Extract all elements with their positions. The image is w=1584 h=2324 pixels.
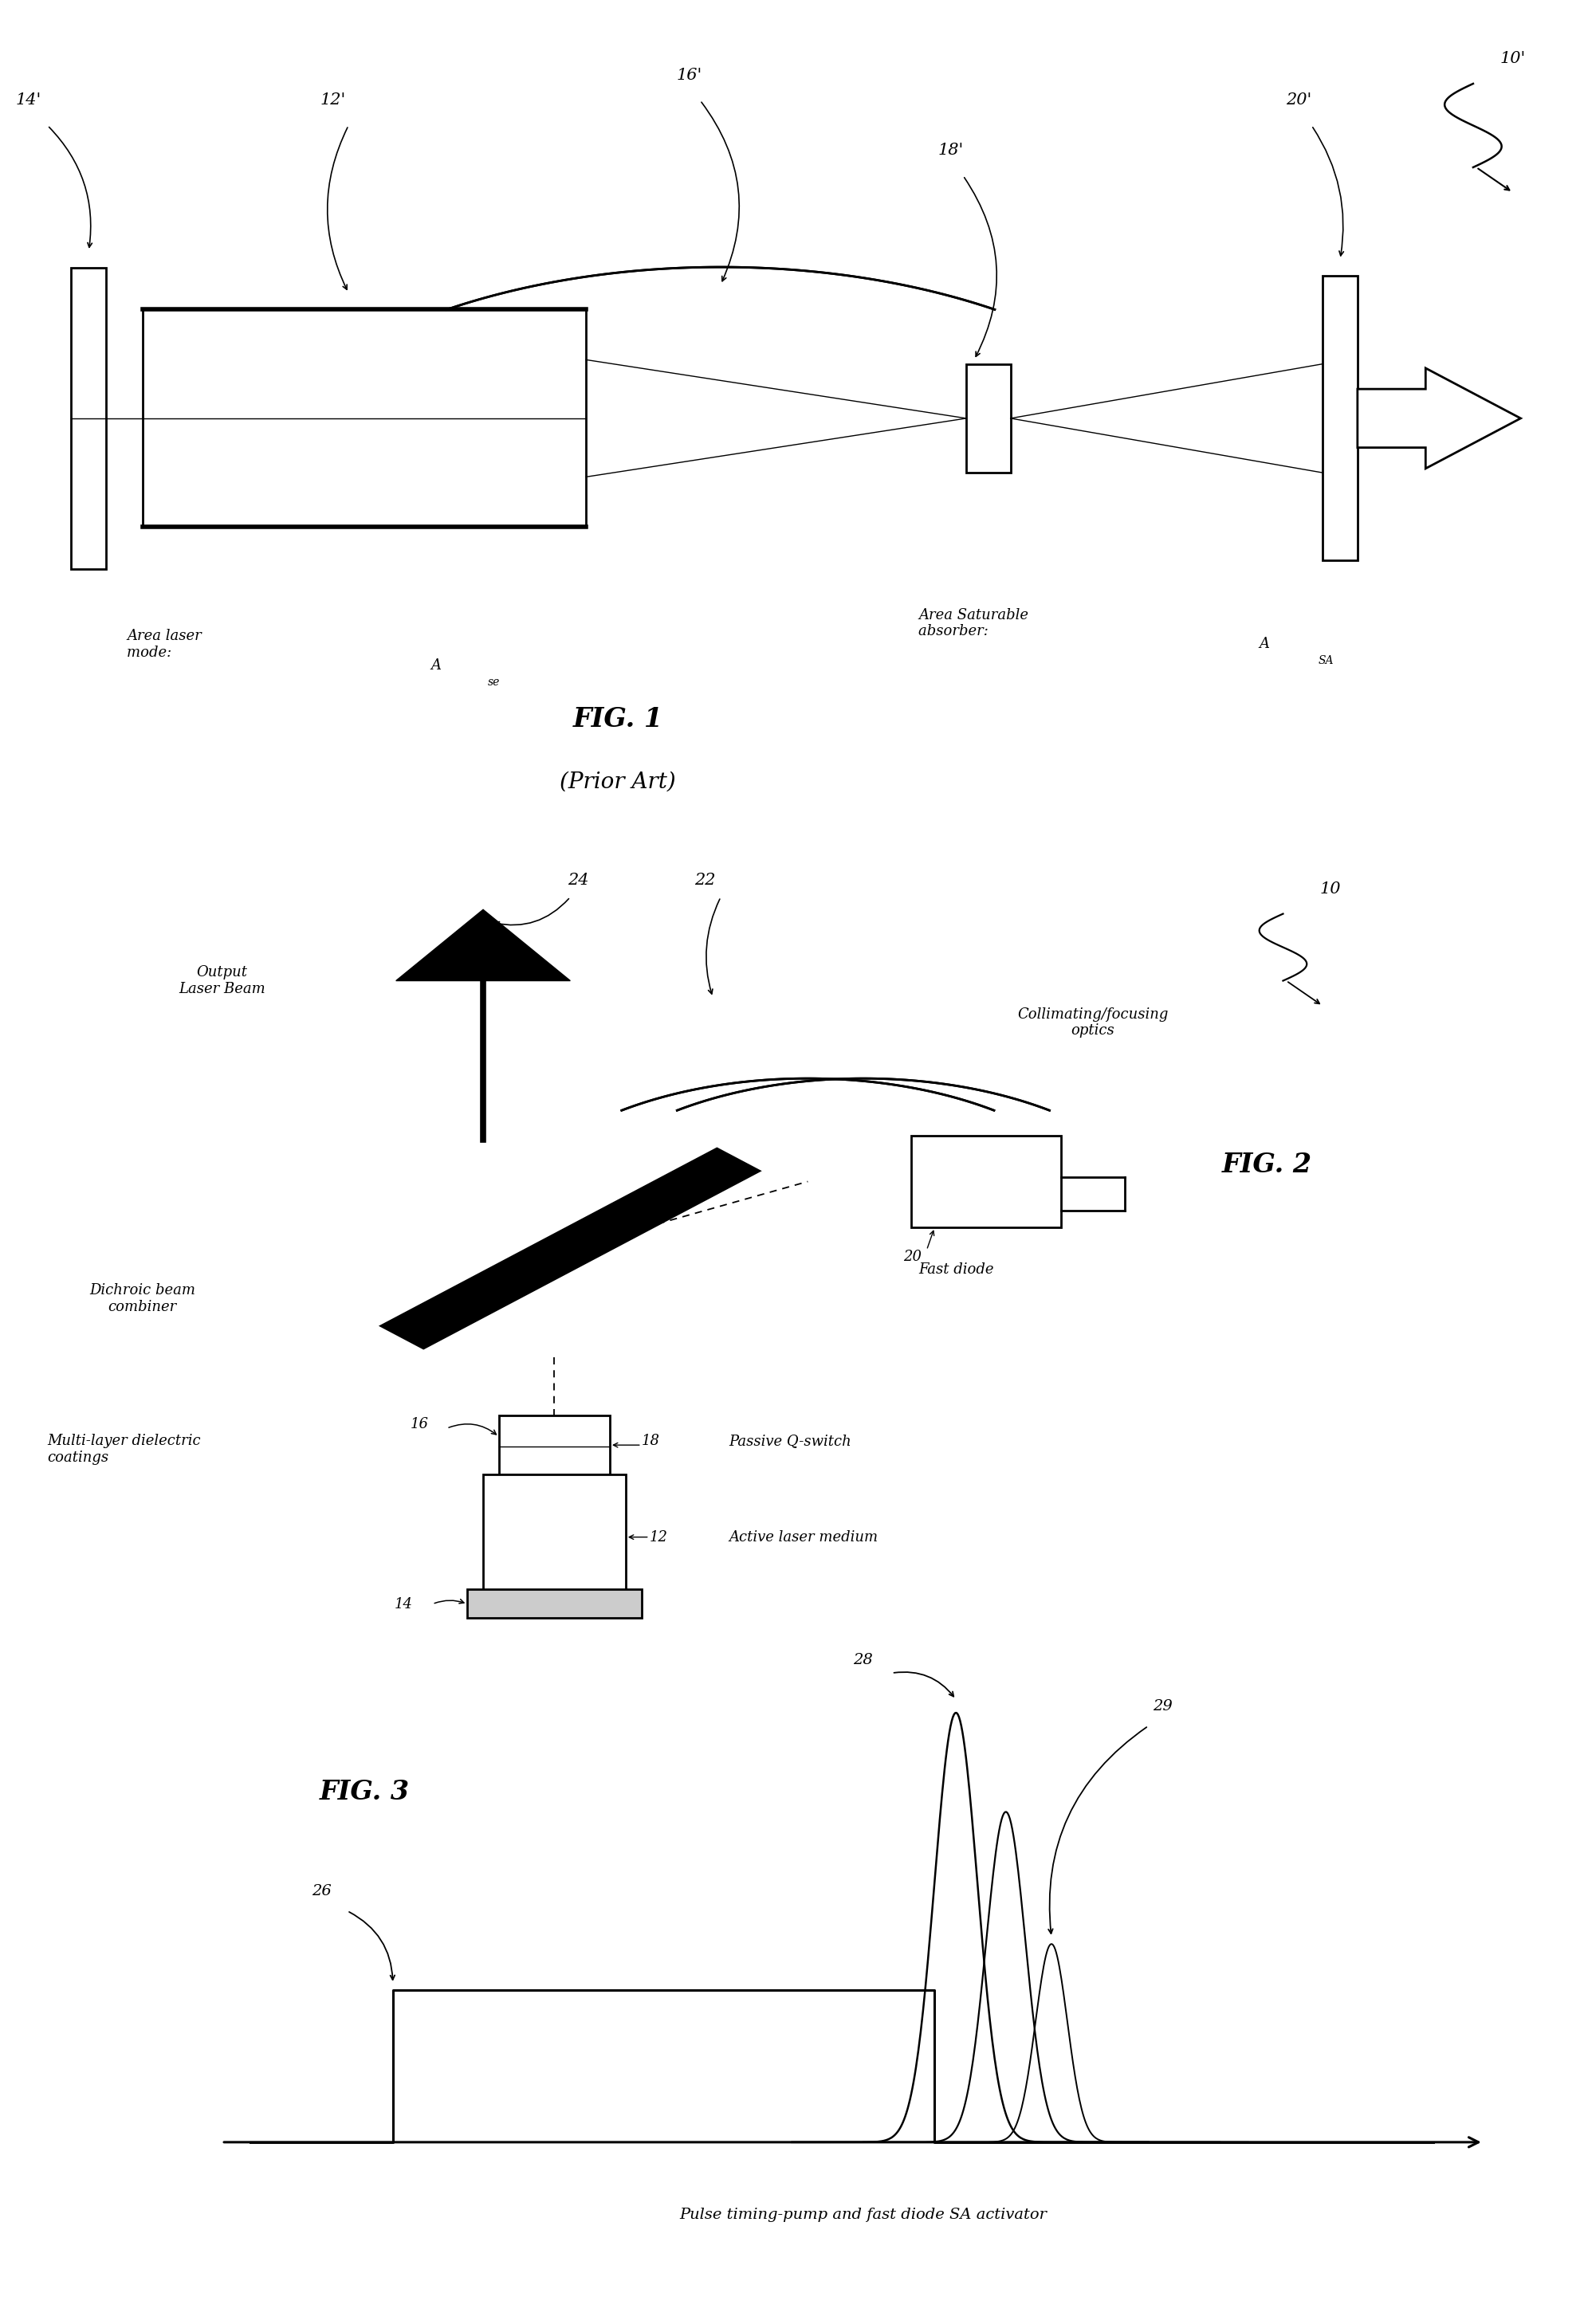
Text: 16: 16 xyxy=(410,1418,429,1432)
Text: 26: 26 xyxy=(312,1885,331,1899)
Text: Fast diode: Fast diode xyxy=(919,1262,995,1276)
Text: 12': 12' xyxy=(320,93,345,107)
Text: A: A xyxy=(431,658,442,672)
Text: Pulse timing-pump and fast diode SA activator: Pulse timing-pump and fast diode SA acti… xyxy=(680,2208,1047,2222)
Text: 16': 16' xyxy=(676,67,702,84)
Text: 10': 10' xyxy=(1500,51,1525,65)
Text: 18': 18' xyxy=(938,144,963,158)
Bar xyxy=(71,267,106,569)
Text: Area laser
mode:: Area laser mode: xyxy=(127,630,201,660)
Text: A: A xyxy=(1259,637,1270,651)
Text: FIG. 2: FIG. 2 xyxy=(1223,1153,1312,1178)
Text: se: se xyxy=(488,676,501,688)
Text: 18: 18 xyxy=(642,1434,661,1448)
Bar xyxy=(499,1415,610,1473)
Text: (Prior Art): (Prior Art) xyxy=(559,772,676,792)
Text: Collimating/focusing
optics: Collimating/focusing optics xyxy=(1017,1006,1169,1039)
Text: Output
Laser Beam: Output Laser Beam xyxy=(179,964,265,997)
Bar xyxy=(467,1590,642,1618)
Text: 10: 10 xyxy=(1319,881,1342,897)
Bar xyxy=(911,1136,1061,1227)
Bar xyxy=(966,365,1011,472)
Text: 14': 14' xyxy=(16,93,41,107)
Text: 20': 20' xyxy=(1286,93,1312,107)
Text: 20: 20 xyxy=(903,1250,922,1264)
Polygon shape xyxy=(380,1148,760,1348)
Text: SA: SA xyxy=(1318,655,1334,667)
Text: 28: 28 xyxy=(854,1652,873,1666)
Text: 24: 24 xyxy=(567,874,589,888)
Polygon shape xyxy=(1357,367,1521,469)
Text: Area Saturable
absorber:: Area Saturable absorber: xyxy=(919,609,1028,639)
Bar xyxy=(483,1473,626,1592)
Text: Multi-layer dielectric
coatings: Multi-layer dielectric coatings xyxy=(48,1434,201,1464)
Text: Passive Q-switch: Passive Q-switch xyxy=(729,1434,851,1448)
Text: 12: 12 xyxy=(649,1529,668,1543)
Text: 14: 14 xyxy=(394,1597,413,1611)
Bar xyxy=(143,309,586,528)
Text: FIG. 3: FIG. 3 xyxy=(320,1778,409,1806)
Bar xyxy=(1323,277,1357,560)
Text: Dichroic beam
combiner: Dichroic beam combiner xyxy=(90,1283,195,1313)
Text: FIG. 1: FIG. 1 xyxy=(573,706,662,732)
Text: 22: 22 xyxy=(694,874,716,888)
Text: 29: 29 xyxy=(1153,1699,1172,1713)
Text: Active laser medium: Active laser medium xyxy=(729,1529,878,1543)
Polygon shape xyxy=(396,909,570,981)
